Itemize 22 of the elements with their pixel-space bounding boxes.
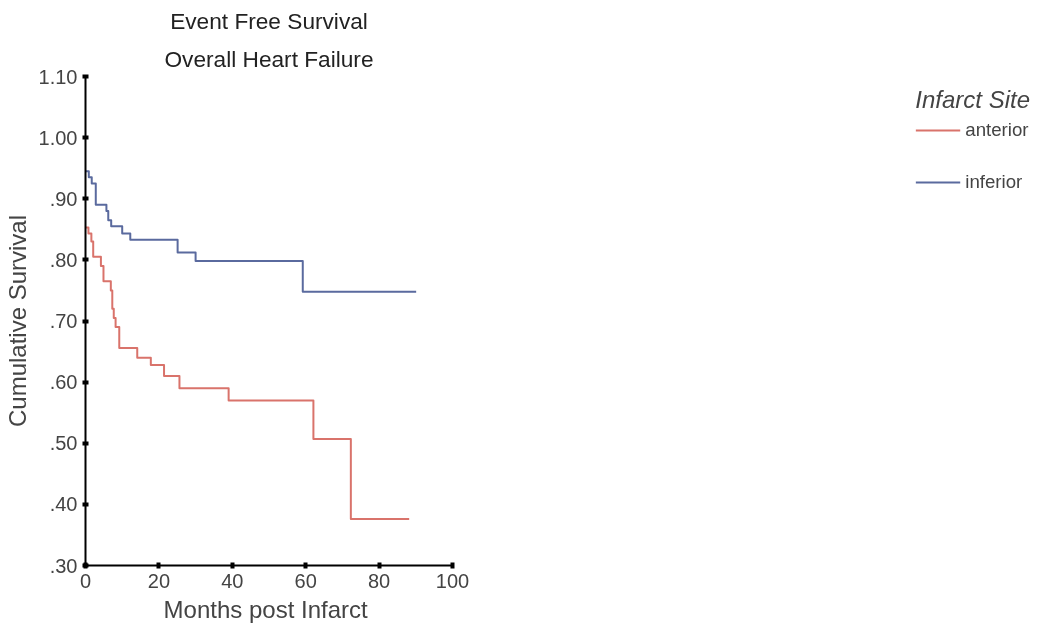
y-tick-label: .30 bbox=[49, 554, 78, 577]
chart-title: Event Free Survival bbox=[170, 7, 368, 34]
x-tick-label: 60 bbox=[294, 569, 317, 592]
x-tick-label: 100 bbox=[435, 569, 470, 592]
y-tick-label: .40 bbox=[49, 493, 78, 516]
y-tick-label: .60 bbox=[49, 371, 78, 394]
chart-subtitle: Overall Heart Failure bbox=[164, 45, 374, 72]
y-tick-label: 1.00 bbox=[38, 126, 78, 149]
y-tick-label: .80 bbox=[49, 248, 78, 271]
x-tick-label: 0 bbox=[79, 569, 92, 592]
y-tick-label: .70 bbox=[49, 310, 78, 332]
x-tick-label: 80 bbox=[367, 569, 391, 592]
x-tick-label: 40 bbox=[221, 569, 244, 592]
x-axis-title: Months post Infarct bbox=[163, 595, 369, 623]
legend-title: Infarct Site bbox=[915, 86, 1030, 114]
legend-label: anterior bbox=[965, 119, 1029, 141]
y-tick-label: 1.10 bbox=[38, 65, 78, 88]
x-tick-label: 20 bbox=[147, 569, 171, 592]
legend-label: inferior bbox=[965, 171, 1023, 193]
y-tick-label: .90 bbox=[49, 187, 78, 210]
y-tick-label: .50 bbox=[49, 432, 78, 455]
y-axis-title: Cumulative Survival bbox=[3, 214, 31, 428]
